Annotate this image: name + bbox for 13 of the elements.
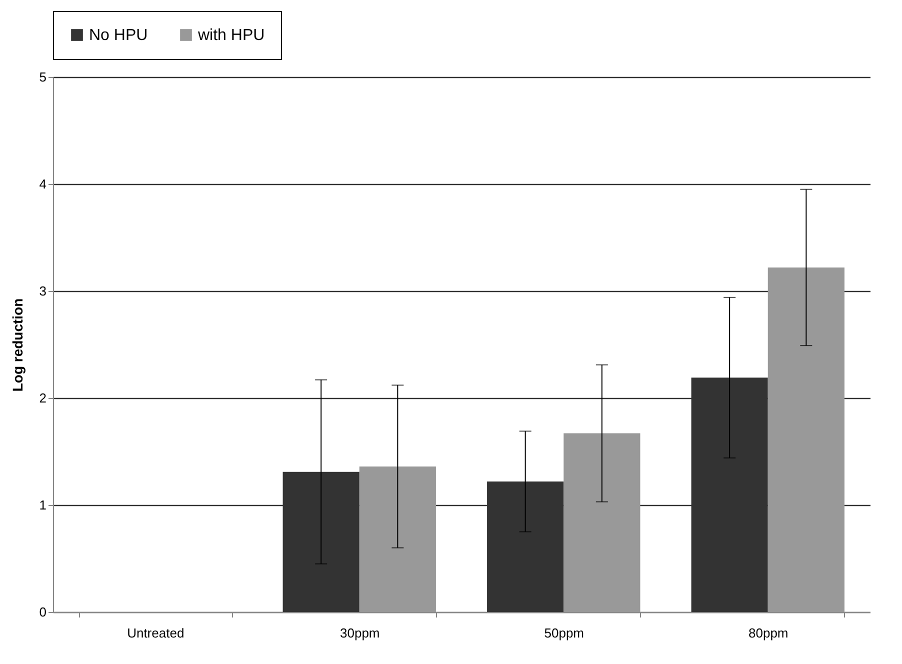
legend-label: No HPU [89, 27, 148, 44]
x-tick-label: 50ppm [544, 626, 584, 640]
x-tick-label: Untreated [127, 626, 184, 640]
y-tick-label: 2 [39, 390, 46, 406]
y-tick-label: 3 [39, 284, 46, 298]
y-tick-label: 5 [39, 70, 46, 84]
y-axis-title: Log reduction [9, 298, 26, 392]
x-tick-label: 30ppm [340, 626, 380, 640]
legend-label: with HPU [197, 27, 265, 44]
y-tick-label: 1 [39, 498, 46, 512]
y-tick-label: 4 [39, 176, 46, 192]
y-tick-label: 0 [39, 604, 46, 620]
x-tick-label: 80ppm [748, 626, 788, 640]
